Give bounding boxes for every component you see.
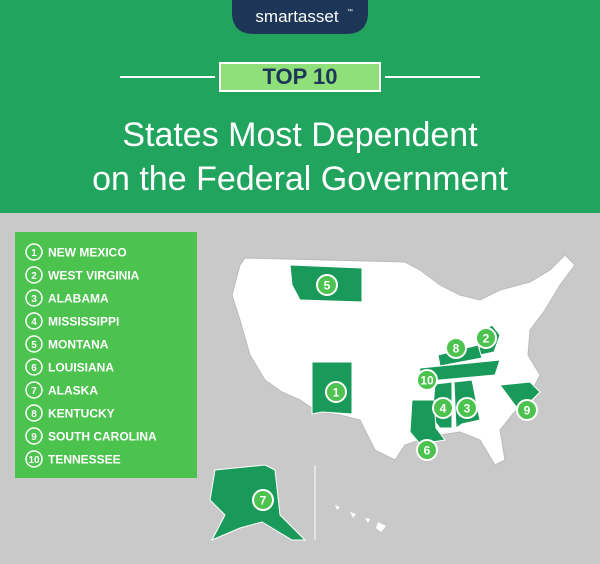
rank-circle: [25, 381, 43, 399]
state-name: MONTANA: [48, 338, 109, 352]
badge: TOP 10: [262, 64, 337, 89]
marker-number: 9: [524, 404, 531, 418]
marker-number: 7: [260, 494, 267, 508]
rank-circle: [25, 404, 43, 422]
map-markers: 1 2 3 4 5 6 7 8 9 10: [252, 274, 538, 511]
rank-number: 4: [31, 317, 37, 328]
hawaii: [335, 505, 386, 532]
marker-number: 3: [464, 402, 471, 416]
marker-number: 4: [440, 402, 447, 416]
marker-number: 1: [333, 386, 340, 400]
us-map: [231, 254, 576, 466]
rank-number: 7: [31, 386, 37, 397]
rank-circle: [25, 312, 43, 330]
logo-badge: [232, 0, 368, 34]
state-name: ALASKA: [48, 384, 98, 398]
map-marker: [252, 489, 274, 511]
rank-number: 8: [31, 409, 37, 420]
header: [0, 0, 600, 213]
rank-circle: [25, 335, 43, 353]
state-name: WEST VIRGINIA: [48, 269, 140, 283]
state-name: LOUISIANA: [48, 361, 114, 375]
rank-circle: [25, 358, 43, 376]
map-marker: [432, 397, 454, 419]
marker-number: 6: [424, 444, 431, 458]
state-name: ALABAMA: [48, 292, 109, 306]
map-marker: [416, 369, 438, 391]
badge-box: [219, 62, 381, 92]
rank-circle: [25, 266, 43, 284]
map-marker: [316, 274, 338, 296]
marker-number: 5: [324, 279, 331, 293]
map-marker: [516, 399, 538, 421]
rank-number: 10: [28, 455, 40, 466]
state-louisiana: [409, 399, 446, 445]
title: States Most Dependent: [122, 116, 478, 154]
rank-number: 2: [31, 271, 37, 282]
state-name: TENNESSEE: [48, 453, 121, 467]
marker-number: 8: [453, 342, 460, 356]
map-marker: [325, 381, 347, 403]
rank-circle: [25, 243, 43, 261]
marker-number: 10: [420, 374, 434, 388]
rank-number: 9: [31, 432, 37, 443]
state-name: KENTUCKY: [48, 407, 115, 421]
ranking-list: 1 NEW MEXICO 2 WEST VIRGINIA 3 ALABAMA 4 MISSIS…: [25, 243, 157, 468]
rank-number: 1: [31, 248, 37, 259]
map-marker: [475, 327, 497, 349]
rank-circle: [25, 450, 43, 468]
state-south-carolina: [499, 381, 541, 413]
state-name: NEW MEXICO: [48, 246, 127, 260]
title: on the Federal Government: [92, 160, 508, 198]
rank-circle: [25, 427, 43, 445]
rank-number: 3: [31, 294, 37, 305]
state-name: SOUTH CAROLINA: [48, 430, 157, 444]
state-name: MISSISSIPPI: [48, 315, 119, 329]
logo-mark: ™: [347, 8, 353, 15]
rank-number: 5: [31, 340, 37, 351]
map-marker: [456, 397, 478, 419]
map-marker: [445, 337, 467, 359]
logo: smartasset: [255, 7, 338, 26]
rank-circle: [25, 289, 43, 307]
marker-number: 2: [483, 332, 490, 346]
list-box: [15, 232, 197, 478]
rank-number: 6: [31, 363, 37, 374]
map-marker: [416, 439, 438, 461]
